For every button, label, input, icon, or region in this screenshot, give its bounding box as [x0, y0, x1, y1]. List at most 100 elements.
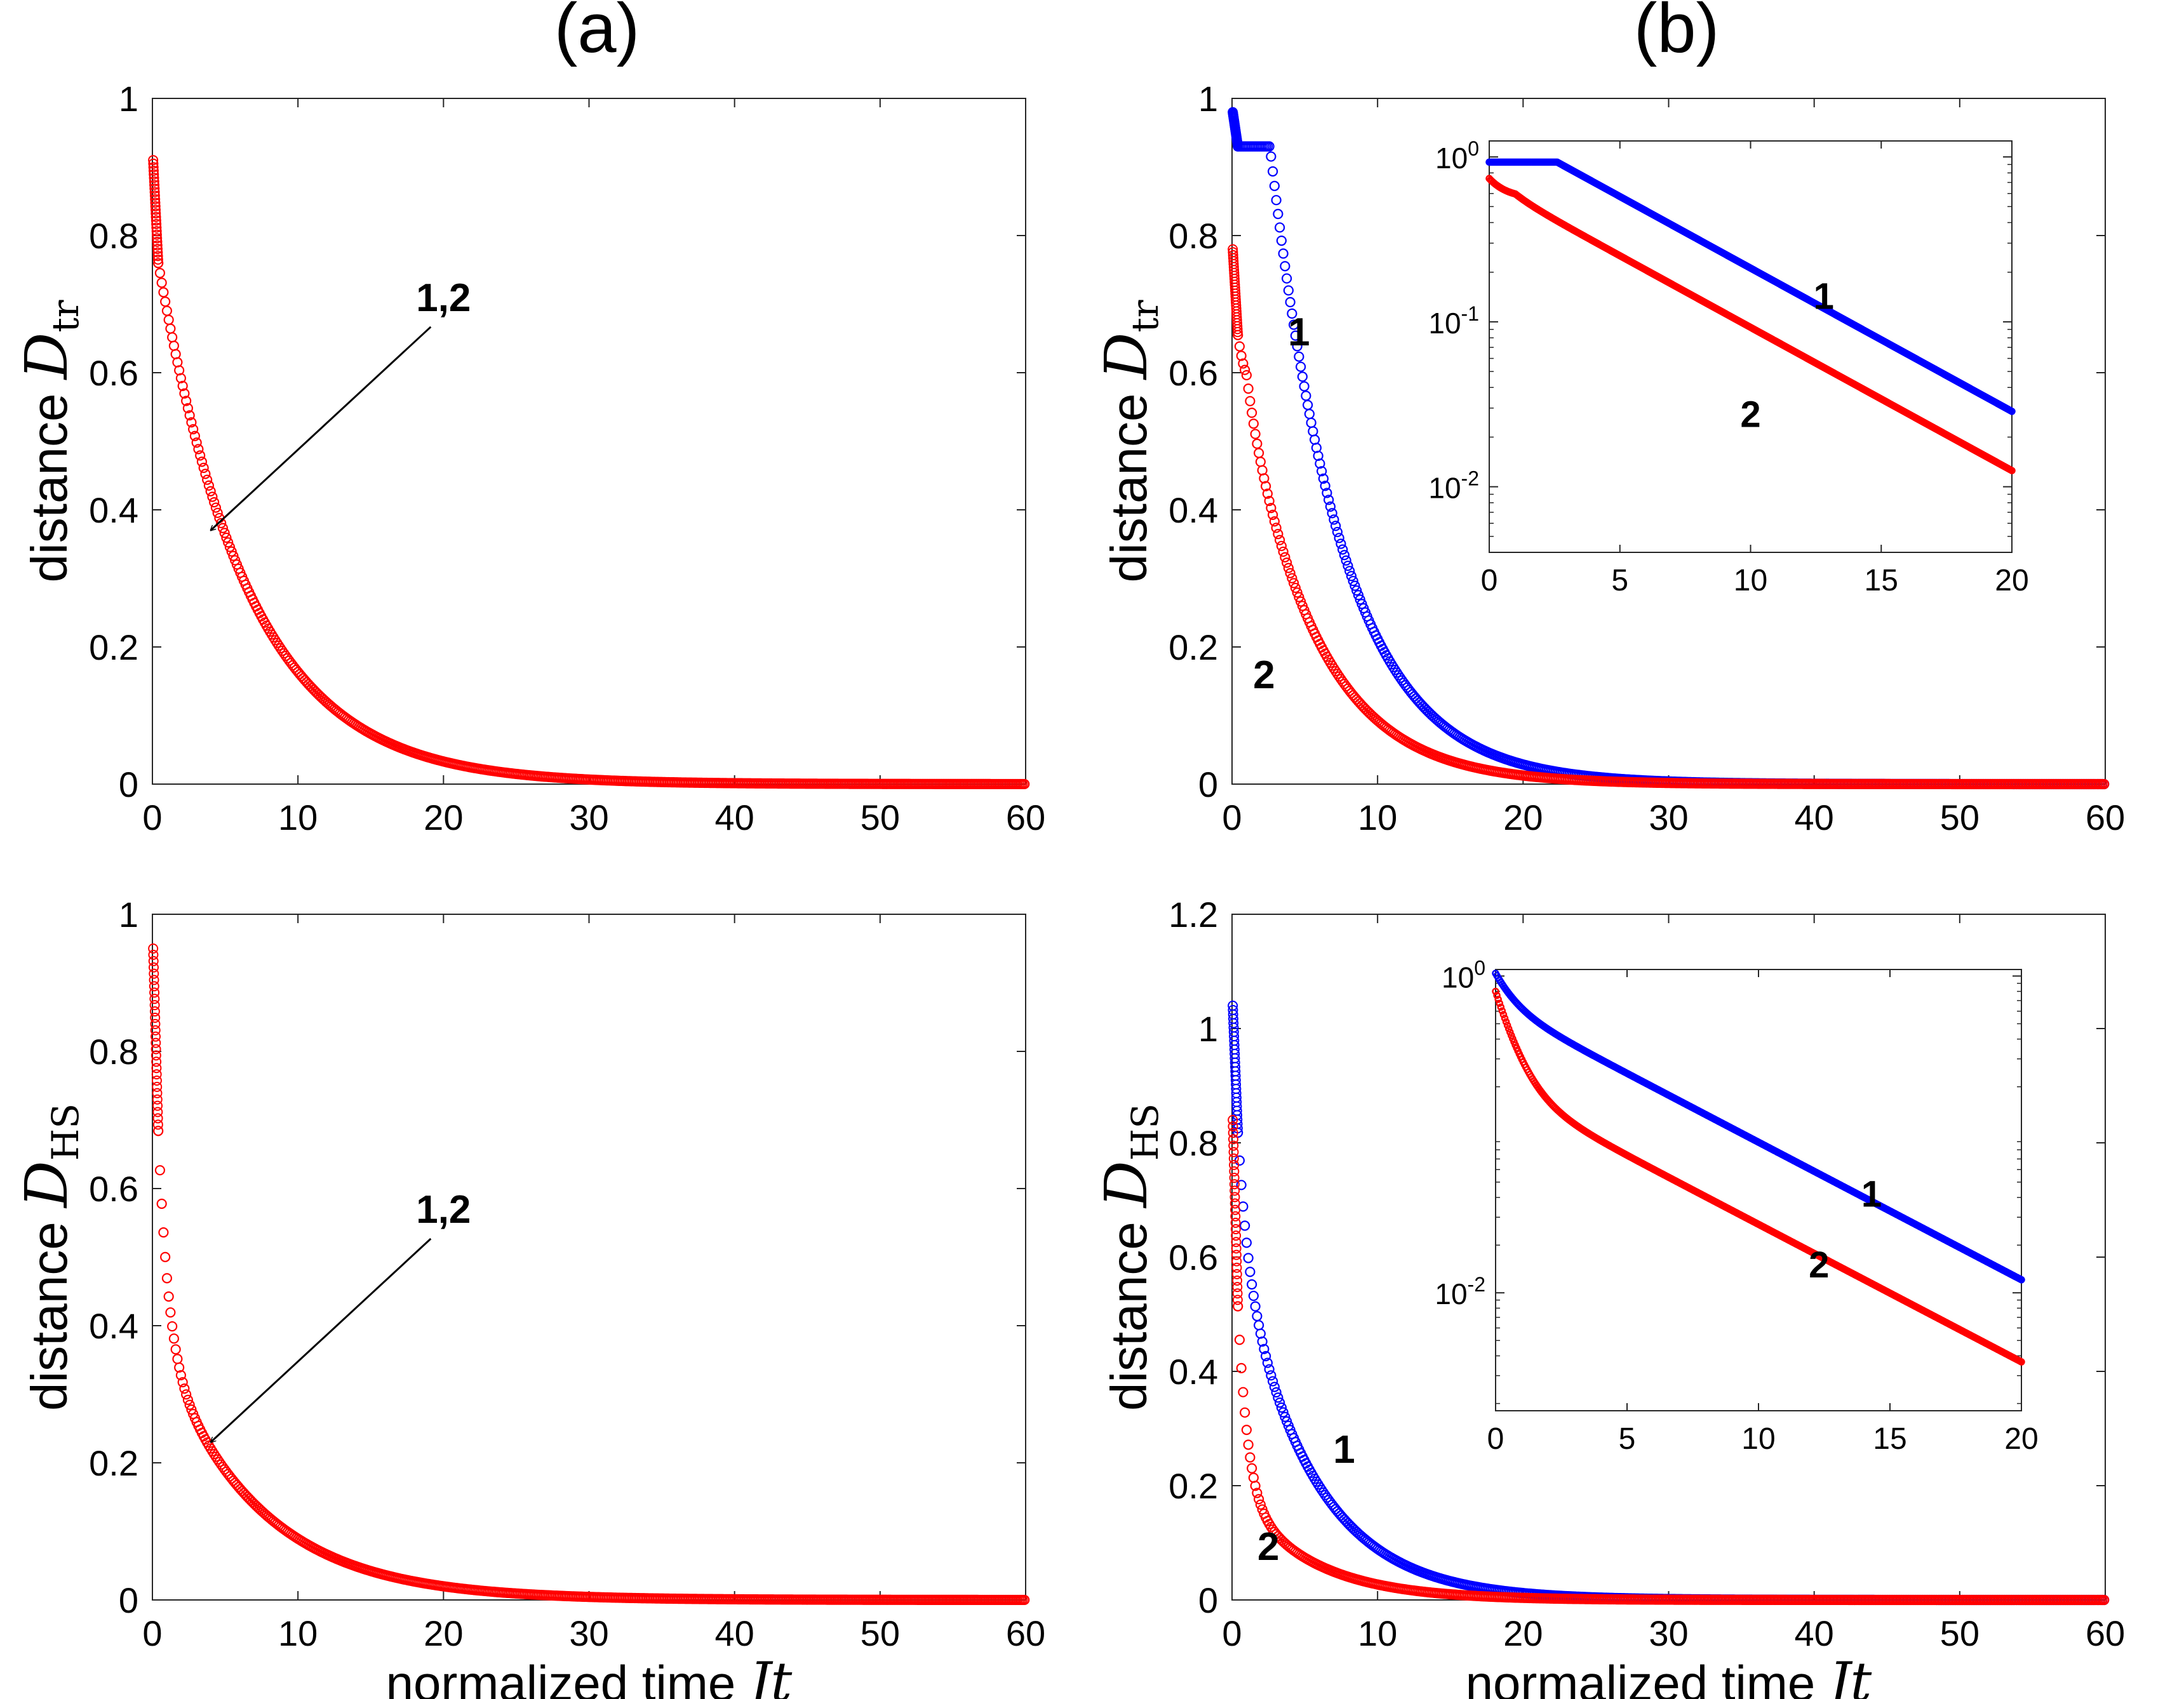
- data-point: [1393, 670, 1404, 681]
- data-point: [1234, 341, 1245, 352]
- x-tick-label: 20: [424, 1613, 463, 1653]
- data-point: [1280, 261, 1290, 272]
- y-tick-label: 1.2: [1169, 895, 1218, 935]
- data-point: [207, 491, 218, 502]
- data-point: [151, 215, 161, 226]
- panel-label-a: (a): [554, 0, 640, 67]
- y-axis-label-text: distance: [1101, 379, 1157, 582]
- data-point: [1315, 458, 1325, 469]
- x-tick-label: 60: [1006, 797, 1045, 837]
- data-point: [310, 686, 321, 697]
- data-point: [1316, 466, 1327, 477]
- data-point: [1262, 488, 1273, 499]
- data-point: [1238, 358, 1249, 369]
- data-point: [154, 267, 166, 279]
- x-tick-label: 50: [861, 797, 900, 837]
- plot-frame: [152, 914, 1026, 1601]
- data-point: [200, 469, 211, 479]
- data-point: [1296, 361, 1306, 372]
- inset-x-tick-label: 10: [1741, 1422, 1775, 1456]
- y-axis-label: distance Dtr: [13, 300, 87, 582]
- data-point: [152, 233, 163, 244]
- data-point: [150, 197, 161, 208]
- inset-x-tick-label: 5: [1619, 1422, 1636, 1456]
- x-tick-label: 0: [142, 1613, 162, 1653]
- data-point: [186, 417, 197, 428]
- data-point: [1294, 592, 1304, 603]
- data-point: [1330, 521, 1341, 531]
- data-point: [1276, 236, 1287, 246]
- data-point: [1421, 705, 1432, 716]
- data-point: [1276, 540, 1287, 552]
- y-tick-label: 0.8: [1169, 216, 1218, 256]
- y-axis-label-var: D: [1092, 1161, 1160, 1209]
- inset-y-tick-label: 10-2: [1428, 467, 1479, 505]
- data-point: [188, 423, 199, 435]
- data-point: [153, 258, 164, 269]
- y-axis-label-sub: HS: [1123, 1103, 1167, 1161]
- y-axis-label: distance DHS: [1092, 1103, 1167, 1411]
- data-point: [1243, 383, 1254, 394]
- y-tick-label: 0: [1198, 1580, 1218, 1620]
- x-tick-label: 60: [2086, 1613, 2125, 1653]
- y-tick-label: 0: [1198, 764, 1218, 804]
- y-axis-label-var: D: [13, 333, 81, 381]
- data-point: [148, 158, 159, 169]
- y-axis-label: distance Dtr: [1092, 300, 1167, 582]
- data-point: [1334, 533, 1344, 543]
- y-tick-label: 0.4: [1169, 490, 1218, 530]
- x-tick-label: 40: [715, 1613, 754, 1653]
- inset-y-tick-exp: -2: [1468, 1273, 1485, 1296]
- data-point: [191, 437, 202, 448]
- data-point: [152, 244, 163, 255]
- data-point: [1271, 195, 1282, 206]
- inset-y-tick-exp: -1: [1461, 302, 1479, 325]
- data-point: [1341, 555, 1351, 566]
- series-2: [1228, 244, 2110, 790]
- data-point: [1320, 481, 1330, 491]
- data-point: [221, 532, 232, 543]
- x-axis-label: normalized time Jt: [386, 1651, 793, 1699]
- inset-y-tick-base: 10: [1428, 472, 1461, 505]
- data-point: [1323, 495, 1334, 505]
- inset-x-tick-label: 0: [1481, 564, 1498, 597]
- inset-y-tick-exp: -2: [1461, 467, 1479, 490]
- data-point: [224, 542, 236, 552]
- x-tick-label: 20: [424, 797, 463, 837]
- data-point: [1299, 381, 1310, 392]
- data-point: [149, 180, 160, 190]
- inset-x-tick-label: 5: [1611, 564, 1628, 597]
- plot-frame: [152, 98, 1026, 785]
- data-point: [1318, 473, 1329, 484]
- data-point: [1419, 703, 1430, 714]
- data-point: [182, 403, 194, 414]
- data-point: [1283, 285, 1294, 296]
- x-axis-label: normalized time Jt: [1466, 1651, 1872, 1699]
- curve-label: 1: [1333, 1428, 1355, 1472]
- y-tick-label: 0.6: [1169, 1237, 1218, 1277]
- inset-series-1: [1485, 158, 2016, 415]
- inset-x-tick-label: 15: [1873, 1422, 1906, 1456]
- y-axis-label-sub: tr: [44, 300, 87, 332]
- y-tick-label: 0.4: [89, 1306, 138, 1346]
- data-point: [150, 201, 161, 211]
- x-tick-label: 10: [278, 1613, 318, 1653]
- data-point: [1343, 561, 1353, 571]
- data-point: [1336, 538, 1346, 549]
- y-tick-label: 0.6: [89, 1169, 138, 1209]
- x-tick-label: 10: [278, 797, 318, 837]
- y-axis-label: distance DHS: [13, 1103, 87, 1411]
- inset-y-tick-base: 10: [1435, 1277, 1467, 1310]
- data-point: [1273, 529, 1283, 540]
- data-point: [150, 194, 161, 204]
- data-point: [1275, 222, 1285, 233]
- data-point: [149, 187, 160, 197]
- inset-x-tick-label: 0: [1487, 1422, 1504, 1456]
- data-point: [2099, 778, 2110, 790]
